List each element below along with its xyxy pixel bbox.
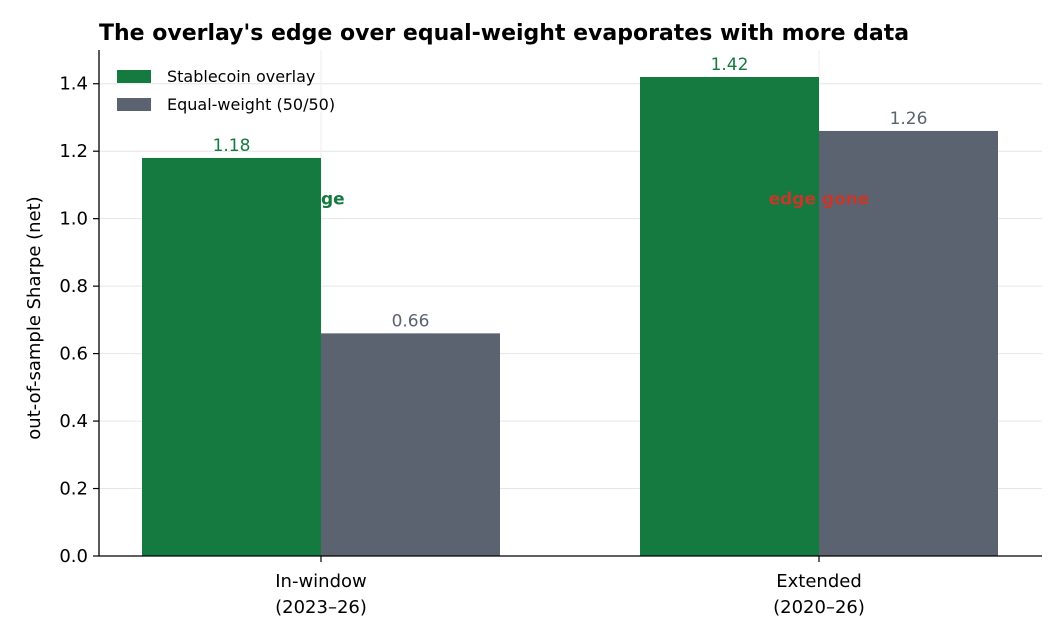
x-tick-label-0-line1: (2023–26)	[275, 597, 367, 618]
y-tick-label-3: 0.6	[59, 344, 88, 365]
y-tick-label-1: 0.2	[59, 479, 88, 500]
x-tick-label-1-line0: Extended	[776, 571, 862, 592]
y-tick-label-2: 0.4	[59, 411, 88, 432]
legend: Stablecoin overlay Equal-weight (50/50)	[117, 67, 335, 114]
value-label-series1-cat1: 1.26	[890, 109, 928, 129]
x-tick-label-0-line0: In-window	[275, 571, 367, 592]
value-labels: 1.18 1.42 0.66 1.26	[213, 55, 928, 331]
legend-label-0: Stablecoin overlay	[167, 67, 315, 86]
axes	[93, 50, 1042, 562]
y-axis-label: out-of-sample Sharpe (net)	[24, 196, 45, 439]
legend-label-1: Equal-weight (50/50)	[167, 95, 335, 114]
legend-swatch-0	[117, 70, 151, 83]
y-tick-label-7: 1.4	[59, 74, 88, 95]
bar-series1-cat0	[321, 333, 500, 556]
annotation-0: edge	[297, 189, 344, 209]
bar-series0-cat1	[640, 76, 819, 556]
y-tick-label-5: 1.0	[59, 209, 88, 230]
x-tick-label-1-line1: (2020–26)	[773, 597, 865, 618]
y-tick-label-4: 0.8	[59, 276, 88, 297]
annotation-1: edge gone	[769, 189, 870, 209]
value-label-series1-cat0: 0.66	[392, 311, 430, 331]
y-tick-labels: 0.0 0.2 0.4 0.6 0.8 1.0 1.2 1.4	[59, 74, 88, 567]
bars-group	[142, 76, 998, 557]
y-tick-label-0: 0.0	[59, 546, 88, 567]
y-tick-label-6: 1.2	[59, 141, 88, 162]
x-tick-labels: In-window (2023–26) Extended (2020–26)	[275, 571, 865, 618]
value-label-series0-cat0: 1.18	[213, 136, 251, 156]
bar-series0-cat0	[142, 157, 321, 557]
legend-swatch-1	[117, 98, 151, 111]
bar-series1-cat1	[819, 130, 998, 556]
chart-title: The overlay's edge over equal-weight eva…	[99, 21, 909, 46]
annotations: edge edge gone	[297, 189, 869, 209]
value-label-series0-cat1: 1.42	[711, 55, 749, 75]
